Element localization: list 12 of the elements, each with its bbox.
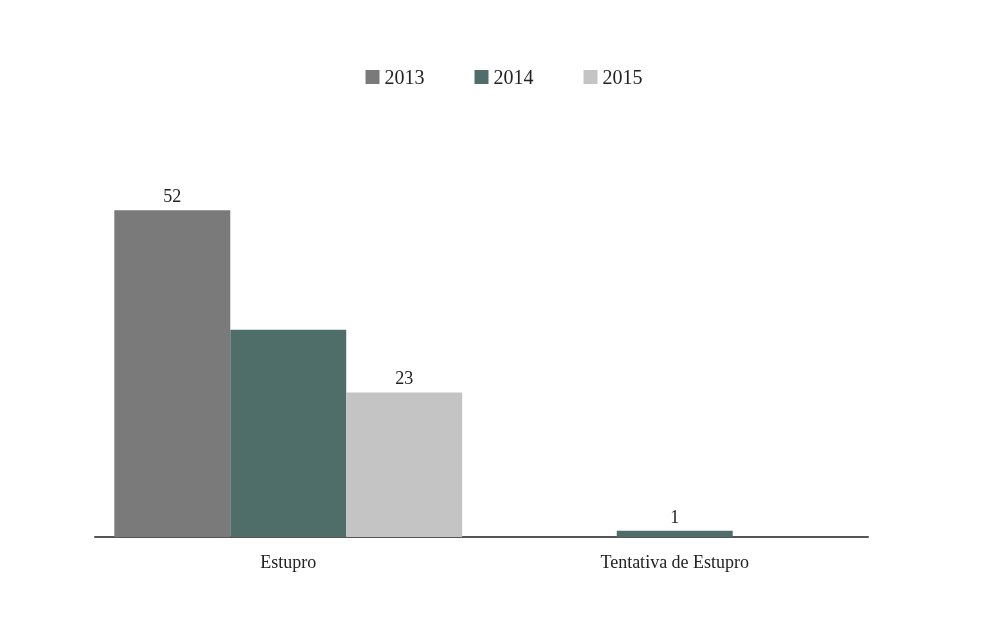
bar <box>346 392 463 537</box>
x-tick-label: Tentativa de Estupro <box>600 552 750 572</box>
bar <box>230 329 347 537</box>
x-tick-label: Estupro <box>260 552 317 572</box>
data-label: 23 <box>395 368 414 389</box>
bar <box>114 210 231 537</box>
data-label: 52 <box>163 186 182 207</box>
bar <box>616 530 733 537</box>
legend-label: 2013 <box>384 66 425 88</box>
legend-label: 2014 <box>493 66 534 88</box>
legend-label: 2015 <box>602 66 643 88</box>
data-label: 1 <box>670 506 680 527</box>
